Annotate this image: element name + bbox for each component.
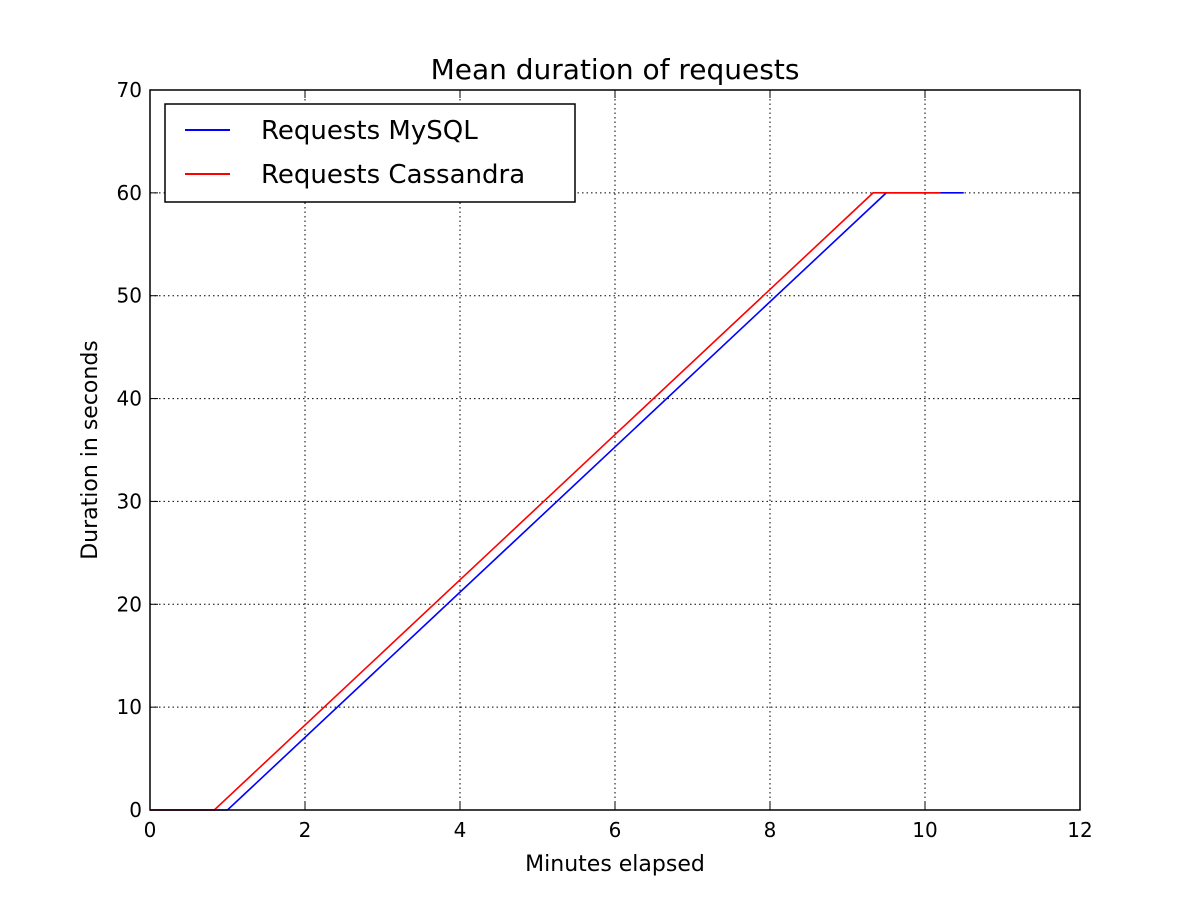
y-tick-label: 0: [129, 798, 142, 822]
x-tick-label: 0: [144, 818, 157, 842]
x-axis-title: Minutes elapsed: [525, 852, 705, 877]
legend: Requests MySQL Requests Cassandra: [164, 103, 576, 203]
y-tick-label: 10: [117, 695, 142, 719]
x-tick-label: 2: [299, 818, 312, 842]
y-axis-ticks: 0 10 20 30 40 50 60 70: [117, 78, 1080, 822]
y-axis-title: Duration in seconds: [78, 340, 103, 560]
chart-title: Mean duration of requests: [431, 53, 800, 86]
y-tick-label: 20: [117, 592, 142, 616]
y-tick-label: 70: [117, 78, 142, 102]
x-axis-ticks: 0 2 4 6 8 10 12: [144, 90, 1093, 842]
x-tick-label: 4: [454, 818, 467, 842]
x-tick-label: 8: [764, 818, 777, 842]
y-tick-label: 60: [117, 181, 142, 205]
x-tick-label: 12: [1067, 818, 1092, 842]
legend-label-mysql: Requests MySQL: [261, 116, 478, 146]
x-tick-label: 6: [609, 818, 622, 842]
y-tick-label: 50: [117, 284, 142, 308]
legend-label-cassandra: Requests Cassandra: [261, 160, 525, 190]
legend-box: [164, 103, 576, 203]
x-tick-label: 10: [912, 818, 937, 842]
y-tick-label: 30: [117, 489, 142, 513]
y-tick-label: 40: [117, 387, 142, 411]
